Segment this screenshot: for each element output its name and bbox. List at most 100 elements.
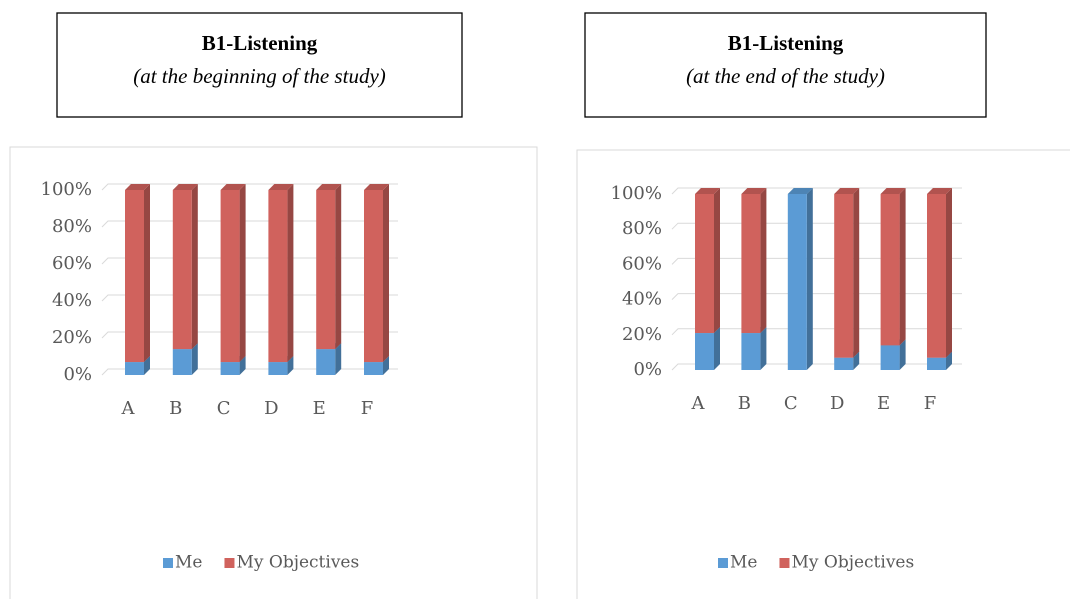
bar-side: [714, 188, 720, 334]
bar-side: [287, 184, 294, 363]
bar-side: [714, 327, 720, 370]
y-tick-label: 0%: [63, 364, 92, 385]
bar-side: [239, 356, 246, 375]
title-box: [584, 12, 987, 118]
grid-line: [671, 293, 962, 300]
bar-side: [335, 184, 342, 350]
bar: [695, 333, 714, 370]
y-tick-label: 40%: [52, 290, 92, 311]
bar-side: [287, 356, 294, 375]
grid-line: [671, 222, 962, 230]
legend-swatch: [224, 558, 235, 568]
x-tick-label: C: [217, 398, 231, 419]
chart-title: B1-Listening: [202, 31, 318, 55]
bar: [268, 190, 288, 363]
legend-label: Me: [730, 553, 757, 573]
bar-side: [946, 188, 952, 358]
grid-line: [101, 331, 398, 339]
bar: [880, 345, 900, 370]
chart-title: B1-Listening: [728, 31, 844, 55]
bar-side: [760, 188, 767, 334]
legend-label: My Objectives: [791, 553, 914, 573]
bar: [741, 194, 761, 334]
y-tick-label: 100%: [611, 183, 662, 204]
y-tick-label: 60%: [622, 253, 662, 274]
bar: [834, 357, 854, 370]
grid-line: [101, 368, 398, 376]
x-tick-label: E: [313, 398, 326, 419]
bar-side: [191, 184, 198, 350]
bar: [172, 349, 192, 375]
title-box: [56, 12, 463, 118]
bar-top: [364, 184, 389, 190]
x-tick-label: D: [830, 393, 844, 414]
x-tick-label: D: [264, 398, 278, 419]
bar-side: [806, 188, 813, 370]
bar: [741, 333, 761, 370]
grid-line: [671, 187, 962, 195]
bar-side: [899, 339, 906, 370]
grid-line: [101, 294, 398, 302]
bar-side: [899, 188, 906, 346]
grid-line: [101, 183, 398, 191]
chart-panel: [576, 149, 1070, 599]
bar-side: [144, 184, 150, 363]
bar-top: [268, 184, 294, 190]
grid-line: [671, 328, 962, 336]
bar: [364, 362, 383, 375]
grid-line: [671, 363, 962, 371]
bar-top: [880, 188, 906, 194]
bar-side: [383, 356, 389, 375]
bar-side: [760, 327, 767, 370]
y-tick-label: 0%: [633, 359, 662, 380]
bar: [268, 362, 288, 375]
bar: [927, 194, 946, 358]
bar-side: [383, 184, 389, 363]
chart-subtitle: (at the beginning of the study): [133, 64, 386, 88]
bar: [316, 190, 336, 350]
bar-side: [239, 184, 246, 363]
bar-top: [787, 188, 813, 194]
y-tick-label: 80%: [52, 216, 92, 237]
bar: [695, 194, 714, 334]
bar-top: [695, 188, 720, 194]
bar-side: [853, 351, 860, 370]
chart-subtitle: (at the end of the study): [686, 64, 885, 88]
bar: [787, 194, 807, 370]
bar-top: [125, 184, 150, 190]
legend-swatch: [163, 558, 173, 568]
bar: [927, 357, 946, 370]
bar-top: [927, 188, 952, 194]
bar: [220, 362, 240, 375]
grid-line: [101, 257, 398, 265]
bar-top: [316, 184, 342, 190]
y-tick-label: 20%: [622, 324, 662, 345]
bar: [125, 190, 144, 363]
legend-swatch: [718, 558, 728, 568]
bar: [364, 190, 383, 363]
x-tick-label: F: [924, 393, 937, 414]
y-tick-label: 100%: [41, 179, 92, 200]
bar-side: [144, 356, 150, 375]
x-tick-label: F: [361, 398, 374, 419]
y-tick-label: 60%: [52, 253, 92, 274]
bar-side: [853, 188, 860, 358]
x-tick-label: A: [691, 393, 706, 414]
bar-top: [172, 184, 198, 190]
bar: [125, 362, 144, 375]
bar-top: [741, 188, 767, 194]
x-tick-label: B: [738, 393, 751, 414]
x-tick-label: C: [784, 393, 798, 414]
bar-top: [834, 188, 860, 194]
bar-side: [191, 343, 198, 375]
legend-swatch: [779, 558, 790, 568]
bar: [172, 190, 192, 350]
legend-label: My Objectives: [236, 553, 359, 573]
grid-line: [101, 220, 398, 228]
y-tick-label: 80%: [622, 218, 662, 239]
x-tick-label: A: [121, 398, 136, 419]
bar: [316, 349, 336, 375]
bar-top: [220, 184, 246, 190]
bar: [880, 194, 900, 346]
